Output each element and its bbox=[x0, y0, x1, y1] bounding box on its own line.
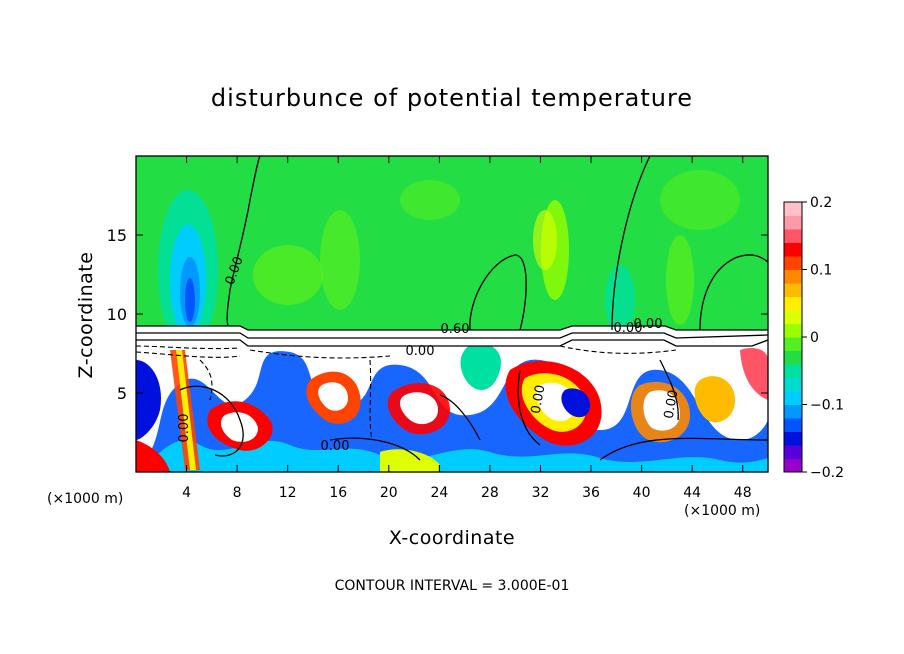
y-tick-label: 5 bbox=[117, 384, 127, 403]
x-tick-label: 44 bbox=[683, 485, 701, 501]
x-tick-label: 24 bbox=[430, 485, 448, 501]
y-axis: 5 10 15 bbox=[107, 226, 768, 403]
x-unit-label-right: (×1000 m) bbox=[684, 503, 761, 519]
colorbar-segment bbox=[784, 296, 802, 311]
x-tick-label: 36 bbox=[582, 485, 600, 501]
x-axis-label: X-coordinate bbox=[388, 527, 516, 549]
x-tick-label: 12 bbox=[279, 485, 297, 501]
colorbar-segment bbox=[784, 215, 802, 230]
heatmap-field bbox=[136, 156, 768, 472]
contour-label: 0.00 bbox=[662, 389, 682, 420]
colorbar-tick-label: 0.1 bbox=[810, 263, 832, 279]
x-tick-label: 16 bbox=[329, 485, 347, 501]
colorbar-segment bbox=[784, 242, 802, 257]
colorbar: 0.2 0.1 0 −0.1 −0.2 bbox=[783, 195, 844, 481]
contour-interval-text: CONTOUR INTERVAL = 3.000E-01 bbox=[334, 578, 570, 594]
contour-label: 0.00 bbox=[614, 321, 643, 336]
colorbar-segment bbox=[784, 202, 802, 216]
colorbar-tick-label: 0 bbox=[810, 330, 819, 346]
contour-label: 0.60 bbox=[441, 322, 470, 337]
y-tick-label: 15 bbox=[107, 226, 127, 245]
x-tick-label: 20 bbox=[380, 485, 398, 501]
contour-label: 0.00 bbox=[177, 414, 192, 443]
colorbar-segment bbox=[784, 445, 802, 459]
colorbar-segment bbox=[784, 323, 802, 338]
contour-label: 0.00 bbox=[529, 384, 549, 415]
colorbar-segment bbox=[784, 256, 802, 270]
x-tick-label: 4 bbox=[182, 485, 191, 501]
x-tick-label: 40 bbox=[633, 485, 651, 501]
colorbar-segment bbox=[784, 458, 802, 473]
contour-label: 0.00 bbox=[634, 317, 663, 332]
x-tick-label: 32 bbox=[532, 485, 550, 501]
colorbar-segment bbox=[784, 310, 802, 324]
y-tick-label: 10 bbox=[107, 305, 127, 324]
contour-label: 0.00 bbox=[406, 344, 435, 359]
x-tick-label: 48 bbox=[734, 485, 752, 501]
x-unit-label-left: (×1000 m) bbox=[47, 491, 124, 507]
colorbar-segment bbox=[784, 283, 802, 297]
colorbar-segment bbox=[784, 364, 802, 378]
colorbar-segment bbox=[784, 418, 802, 432]
colorbar-segment bbox=[784, 391, 802, 405]
colorbar-segment bbox=[784, 431, 802, 446]
contour-label: 0.00 bbox=[321, 439, 350, 454]
x-tick-label: 28 bbox=[481, 485, 499, 501]
colorbar-tick-label: −0.1 bbox=[810, 398, 844, 414]
chart-title: disturbunce of potential temperature bbox=[210, 84, 694, 112]
colorbar-segment bbox=[784, 269, 802, 284]
colorbar-tick-label: 0.2 bbox=[810, 195, 832, 211]
colorbar-segment bbox=[784, 404, 802, 419]
colorbar-segment bbox=[784, 229, 802, 243]
x-tick-label: 8 bbox=[233, 485, 242, 501]
colorbar-segment bbox=[784, 337, 802, 351]
colorbar-segment bbox=[784, 377, 802, 392]
colorbar-tick-label: −0.2 bbox=[810, 465, 844, 481]
x-axis: 4 8 12 16 20 24 28 32 36 40 44 48 bbox=[182, 156, 752, 501]
colorbar-segment bbox=[784, 350, 802, 365]
